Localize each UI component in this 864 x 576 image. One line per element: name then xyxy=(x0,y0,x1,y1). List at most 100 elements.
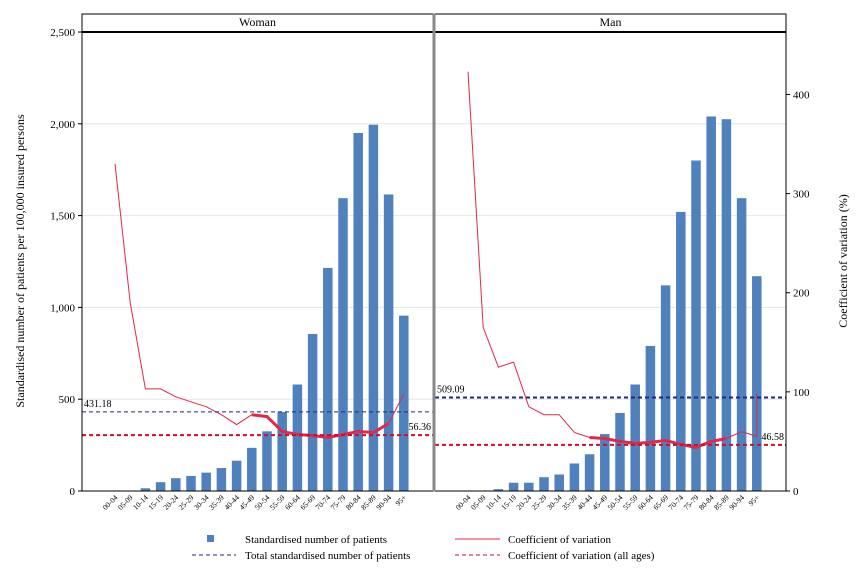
bar xyxy=(539,477,549,491)
y-left-tick-label: 2,500 xyxy=(50,27,75,39)
x-tick-label: 40-44 xyxy=(222,493,241,512)
x-tick-label: 70-74 xyxy=(313,493,332,512)
bar xyxy=(645,345,656,491)
bar xyxy=(216,468,227,491)
x-tick-label: 70-74 xyxy=(666,493,685,512)
x-tick-label: 60-64 xyxy=(636,493,655,512)
x-tick-label: 30-34 xyxy=(192,493,211,512)
bar xyxy=(323,267,333,491)
bar xyxy=(140,488,151,491)
panel-title: Woman xyxy=(239,15,276,29)
x-tick-label: 90-94 xyxy=(374,493,393,512)
cv-all-ages-value: 46.58 xyxy=(762,432,785,443)
x-tick-label: 55-59 xyxy=(621,493,640,512)
x-tick-label: 35-39 xyxy=(207,493,226,512)
legend-label-cv: Coefficient of variation xyxy=(508,534,612,546)
bar xyxy=(524,482,534,491)
bar xyxy=(353,132,363,492)
bar xyxy=(292,384,303,491)
bar xyxy=(630,384,640,491)
y-left-tick-label: 0 xyxy=(70,486,76,498)
total-patients-value: 431.18 xyxy=(84,399,112,410)
x-tick-label: 45-49 xyxy=(590,493,609,512)
bar xyxy=(307,334,318,491)
bar xyxy=(171,478,181,491)
bar xyxy=(752,276,762,491)
y-right-tick-label: 100 xyxy=(793,387,810,399)
bar xyxy=(691,160,701,491)
x-tick-label: 50-54 xyxy=(253,493,272,512)
y-right-tick-label: 300 xyxy=(793,189,810,201)
cv-line-bold xyxy=(589,436,727,449)
bar xyxy=(493,489,504,491)
cv-all-ages-value: 56.36 xyxy=(409,422,432,433)
bar xyxy=(277,412,287,491)
panel-frame xyxy=(434,13,787,492)
x-tick-label: 80-84 xyxy=(697,493,716,512)
bar xyxy=(600,434,610,491)
legend-swatch-patients xyxy=(207,535,214,542)
bar xyxy=(676,211,686,492)
bar xyxy=(368,124,379,491)
x-tick-label: 05-09 xyxy=(469,493,488,512)
x-tick-label: 50-54 xyxy=(606,493,625,512)
bar xyxy=(186,475,196,491)
x-tick-label: 00-04 xyxy=(454,493,473,512)
bar xyxy=(155,482,166,491)
bar xyxy=(615,412,625,491)
x-tick-label: 30-34 xyxy=(545,493,564,512)
y-left-tick-label: 1,500 xyxy=(50,211,75,223)
x-tick-label: 65-69 xyxy=(651,493,670,512)
x-tick-label: 75-79 xyxy=(682,493,701,512)
x-tick-label: 80-84 xyxy=(344,493,363,512)
y-right-tick-label: 0 xyxy=(793,486,799,498)
bar xyxy=(706,116,716,492)
x-tick-label: 00-04 xyxy=(101,493,120,512)
x-tick-label: 60-64 xyxy=(283,493,302,512)
x-tick-label: 95+ xyxy=(747,493,762,508)
legend-label-total: Total standardised number of patients xyxy=(245,550,410,562)
y-right-tick-label: 400 xyxy=(793,89,810,101)
x-tick-label: 20-24 xyxy=(161,493,180,512)
bar xyxy=(399,315,409,491)
bar xyxy=(660,285,671,491)
bar xyxy=(584,454,595,491)
x-tick-label: 05-09 xyxy=(116,493,135,512)
x-tick-label: 10-14 xyxy=(131,493,150,512)
bar xyxy=(201,472,211,491)
x-tick-label: 85-89 xyxy=(359,493,378,512)
panel-frame xyxy=(81,13,434,492)
y-left-tick-label: 2,000 xyxy=(50,119,75,131)
x-tick-label: 35-39 xyxy=(560,493,579,512)
x-tick-label: 20-24 xyxy=(514,493,533,512)
x-tick-label: 25-29 xyxy=(530,493,549,512)
bar xyxy=(338,198,348,491)
y-left-axis-title: Standardised number of patients per 100,… xyxy=(13,114,27,408)
x-tick-label: 40-44 xyxy=(575,493,594,512)
bar xyxy=(721,119,732,492)
legend-label-patients: Standardised number of patients xyxy=(245,534,387,546)
x-tick-label: 55-59 xyxy=(268,493,287,512)
legend-label-cv-all: Coefficient of variation (all ages) xyxy=(508,550,655,562)
y-right-axis-title: Coefficient of variation (%) xyxy=(836,194,850,327)
bar xyxy=(554,474,564,491)
y-left-tick-label: 500 xyxy=(59,394,76,406)
x-tick-label: 10-14 xyxy=(484,493,503,512)
cv-line-bold xyxy=(251,413,390,440)
bar xyxy=(247,447,257,491)
x-tick-label: 15-19 xyxy=(146,493,165,512)
bar xyxy=(383,194,394,491)
x-tick-label: 15-19 xyxy=(499,493,518,512)
x-tick-label: 85-89 xyxy=(712,493,731,512)
bar xyxy=(736,198,747,491)
x-tick-label: 65-69 xyxy=(298,493,317,512)
x-tick-label: 25-29 xyxy=(177,493,196,512)
x-tick-label: 90-94 xyxy=(727,493,746,512)
bar xyxy=(508,482,519,491)
x-tick-label: 45-49 xyxy=(237,493,256,512)
x-tick-label: 95+ xyxy=(394,493,409,508)
y-right-tick-label: 200 xyxy=(793,288,810,300)
bar xyxy=(262,431,272,491)
panel-title: Man xyxy=(600,15,622,29)
